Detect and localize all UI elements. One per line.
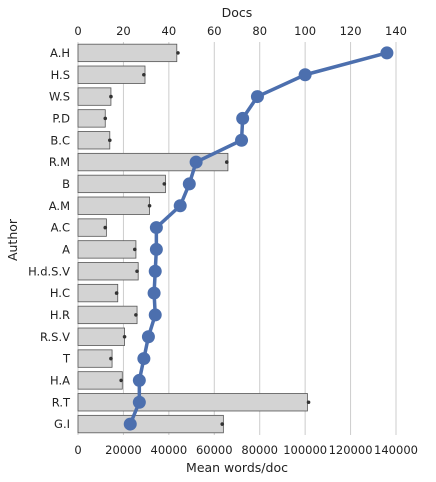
y-tick-label: H.C (50, 286, 70, 300)
bar (77, 65, 146, 84)
line-point (182, 177, 196, 191)
line-point (148, 308, 162, 322)
bar (77, 414, 224, 434)
error-dot (147, 203, 152, 208)
line-point (298, 68, 312, 82)
y-axis-title: Author (5, 218, 20, 261)
y-tick-label: R.T (52, 395, 71, 409)
bar (77, 349, 113, 368)
y-tick-label: A.M (49, 199, 70, 213)
bar (77, 327, 125, 346)
x2-tick-label: 20 (116, 24, 131, 38)
line-point (173, 199, 187, 213)
y-tick-label: H.S (51, 68, 70, 82)
x-tick-label: 100000 (283, 443, 327, 457)
x2-tick-label: 100 (294, 24, 316, 38)
line-series (123, 46, 394, 431)
x-axis-title: Mean words/doc (186, 460, 288, 475)
x2-tick-label: 40 (162, 24, 177, 38)
error-dot (109, 94, 113, 99)
x2-tick-label: 0 (74, 24, 81, 38)
x-tick-label: 120000 (329, 443, 373, 457)
bar (77, 262, 139, 281)
x-tick-label: 80000 (241, 443, 278, 457)
y-tick-label: A.C (51, 221, 70, 235)
bar (77, 174, 166, 194)
error-dot (224, 160, 229, 164)
error-dot (176, 51, 180, 55)
x2-tick-label: 140 (385, 24, 407, 38)
bottom-tick-labels: 0 20000 40000 60000 80000 100000 120000 140000 (74, 443, 418, 457)
x2-tick-label: 80 (252, 24, 267, 38)
grid-lines (77, 42, 397, 435)
bar (77, 109, 106, 128)
y-tick-label: G.I (54, 417, 70, 431)
line-point (132, 373, 146, 387)
bar (77, 240, 137, 259)
line-point (250, 90, 264, 104)
error-dot (103, 225, 108, 230)
y-tick-label: W.S (49, 90, 70, 104)
y-tick-label: R.S.V (40, 330, 70, 344)
bar (77, 196, 150, 215)
error-dot (108, 138, 112, 143)
error-dot (132, 247, 137, 252)
line-point (149, 242, 163, 256)
y-tick-label: B.C (50, 133, 70, 147)
y-tick-label: B (62, 177, 70, 191)
error-dot (103, 116, 108, 121)
y-tick-label: H.A (50, 373, 70, 387)
line-point (141, 330, 155, 344)
x-tick-label: 40000 (151, 443, 188, 457)
line-point (380, 46, 394, 60)
x2-axis-title: Docs (222, 5, 253, 20)
bar-series (77, 43, 308, 434)
error-dot (109, 356, 113, 361)
error-dot (135, 269, 139, 274)
y-tick-label: A.H (50, 46, 70, 60)
bar (77, 43, 178, 63)
y-tick-label: A (62, 242, 70, 256)
error-dot (306, 400, 311, 405)
line-point (189, 155, 203, 169)
y-tick-label: R.M (49, 155, 70, 169)
error-dot (220, 422, 225, 426)
error-dot (134, 313, 138, 317)
line-point (148, 264, 162, 278)
category-labels: A.H H.S W.S P.D B.C R.M B A.M A.C A H.d.S.V H.C H.R R… (28, 46, 71, 431)
line-point (137, 352, 151, 366)
bar (77, 218, 107, 237)
x2-tick-label: 60 (207, 24, 222, 38)
error-dot (122, 334, 127, 339)
bar (77, 283, 119, 303)
bar (77, 393, 308, 412)
bar (77, 87, 112, 106)
error-dot-series (103, 51, 311, 426)
error-dot (119, 378, 123, 383)
error-dot (142, 72, 146, 77)
top-tick-labels: 0 20 40 60 80 100 120 140 (74, 24, 407, 38)
bar (77, 131, 111, 150)
line-point (132, 395, 146, 409)
bar (77, 371, 123, 390)
x-tick-label: 20000 (105, 443, 142, 457)
x-tick-label: 0 (74, 443, 81, 457)
x2-tick-label: 120 (340, 24, 362, 38)
line-point (235, 133, 249, 147)
y-tick-label: H.R (50, 308, 70, 322)
bar (77, 305, 138, 325)
y-tick-label: P.D (52, 111, 70, 125)
line-point (149, 221, 163, 235)
error-dot (162, 182, 167, 186)
x-tick-label: 60000 (196, 443, 233, 457)
line-point (147, 286, 161, 300)
y-tick-label: H.d.S.V (28, 264, 70, 278)
y-tick-label: T (62, 352, 71, 366)
line-point (236, 111, 250, 125)
error-dot (114, 291, 119, 295)
line-point (123, 417, 137, 431)
x-tick-label: 140000 (374, 443, 418, 457)
